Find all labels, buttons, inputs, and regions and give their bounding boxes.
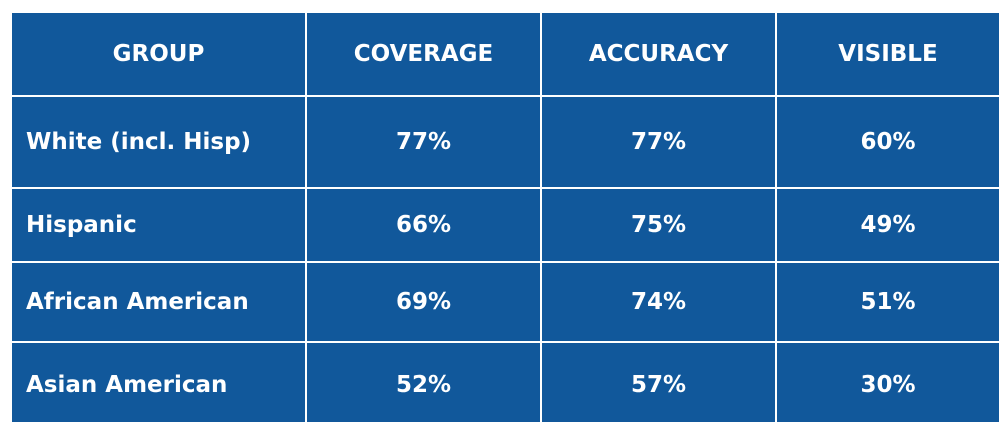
header-coverage: COVERAGE: [305, 11, 542, 97]
header-visible: VISIBLE: [775, 11, 1000, 97]
header-accuracy: ACCURACY: [540, 11, 777, 97]
coverage-cell: 66%: [305, 187, 542, 263]
group-cell: Asian American: [10, 341, 307, 429]
header-row: GROUP COVERAGE ACCURACY VISIBLE: [10, 11, 1000, 97]
table-row: Hispanic 66% 75% 49%: [10, 187, 1000, 263]
visible-cell: 51%: [775, 261, 1000, 343]
table-row: Asian American 52% 57% 30%: [10, 341, 1000, 429]
coverage-cell: 77%: [305, 95, 542, 189]
coverage-cell: 52%: [305, 341, 542, 429]
data-table: GROUP COVERAGE ACCURACY VISIBLE White (i…: [10, 11, 1000, 429]
accuracy-cell: 75%: [540, 187, 777, 263]
accuracy-cell: 77%: [540, 95, 777, 189]
table-row: African American 69% 74% 51%: [10, 261, 1000, 343]
coverage-cell: 69%: [305, 261, 542, 343]
data-table-container: GROUP COVERAGE ACCURACY VISIBLE White (i…: [10, 11, 1000, 429]
accuracy-cell: 57%: [540, 341, 777, 429]
group-cell: White (incl. Hisp): [10, 95, 307, 189]
header-group: GROUP: [10, 11, 307, 97]
table-row: White (incl. Hisp) 77% 77% 60%: [10, 95, 1000, 189]
group-cell: Hispanic: [10, 187, 307, 263]
visible-cell: 60%: [775, 95, 1000, 189]
accuracy-cell: 74%: [540, 261, 777, 343]
visible-cell: 49%: [775, 187, 1000, 263]
group-cell: African American: [10, 261, 307, 343]
visible-cell: 30%: [775, 341, 1000, 429]
